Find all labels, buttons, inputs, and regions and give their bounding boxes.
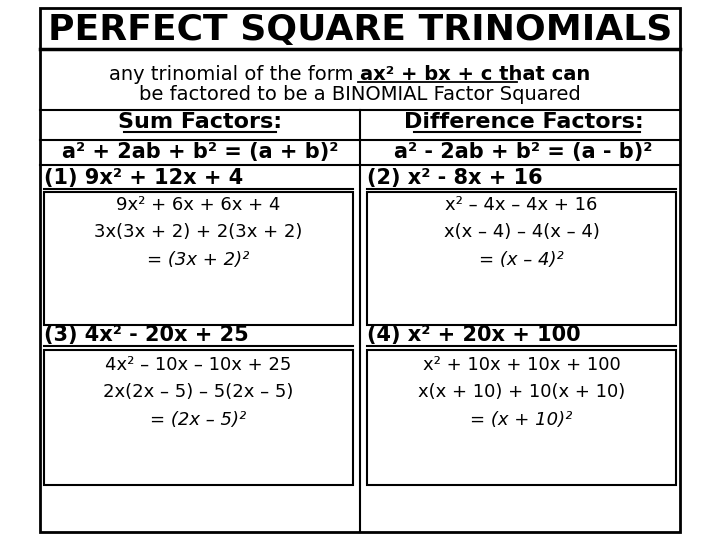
Text: a² - 2ab + b² = (a - b)²: a² - 2ab + b² = (a - b)² — [395, 142, 652, 162]
Text: (4) x² + 20x + 100: (4) x² + 20x + 100 — [367, 325, 581, 345]
Text: = (2x – 5)²: = (2x – 5)² — [150, 411, 246, 429]
Bar — [367, 350, 676, 485]
Text: (2) x² - 8x + 16: (2) x² - 8x + 16 — [367, 168, 543, 188]
Text: 2x(2x – 5) – 5(2x – 5): 2x(2x – 5) – 5(2x – 5) — [103, 383, 294, 401]
Text: PERFECT SQUARE TRINOMIALS: PERFECT SQUARE TRINOMIALS — [48, 13, 672, 47]
Text: = (x + 10)²: = (x + 10)² — [470, 411, 573, 429]
Text: (1) 9x² + 12x + 4: (1) 9x² + 12x + 4 — [44, 168, 243, 188]
Text: x² – 4x – 4x + 16: x² – 4x – 4x + 16 — [446, 196, 598, 214]
Text: x(x + 10) + 10(x + 10): x(x + 10) + 10(x + 10) — [418, 383, 625, 401]
Text: a² + 2ab + b² = (a + b)²: a² + 2ab + b² = (a + b)² — [62, 142, 338, 162]
Text: ax² + bx + c that can: ax² + bx + c that can — [360, 64, 590, 84]
Text: Sum Factors:: Sum Factors: — [118, 112, 282, 132]
Text: be factored to be a BINOMIAL Factor Squared: be factored to be a BINOMIAL Factor Squa… — [139, 84, 581, 104]
Text: x² + 10x + 10x + 100: x² + 10x + 10x + 100 — [423, 356, 621, 374]
Text: 9x² + 6x + 6x + 4: 9x² + 6x + 6x + 4 — [116, 196, 281, 214]
Text: 4x² – 10x – 10x + 25: 4x² – 10x – 10x + 25 — [105, 356, 292, 374]
Text: any trinomial of the form: any trinomial of the form — [109, 64, 360, 84]
Text: = (3x + 2)²: = (3x + 2)² — [147, 251, 250, 269]
Text: (3) 4x² - 20x + 25: (3) 4x² - 20x + 25 — [44, 325, 249, 345]
Text: 3x(3x + 2) + 2(3x + 2): 3x(3x + 2) + 2(3x + 2) — [94, 223, 302, 241]
Text: x(x – 4) – 4(x – 4): x(x – 4) – 4(x – 4) — [444, 223, 600, 241]
Bar — [367, 192, 676, 325]
Text: = (x – 4)²: = (x – 4)² — [480, 251, 564, 269]
Bar — [44, 350, 353, 485]
Text: Difference Factors:: Difference Factors: — [403, 112, 643, 132]
Bar — [44, 192, 353, 325]
